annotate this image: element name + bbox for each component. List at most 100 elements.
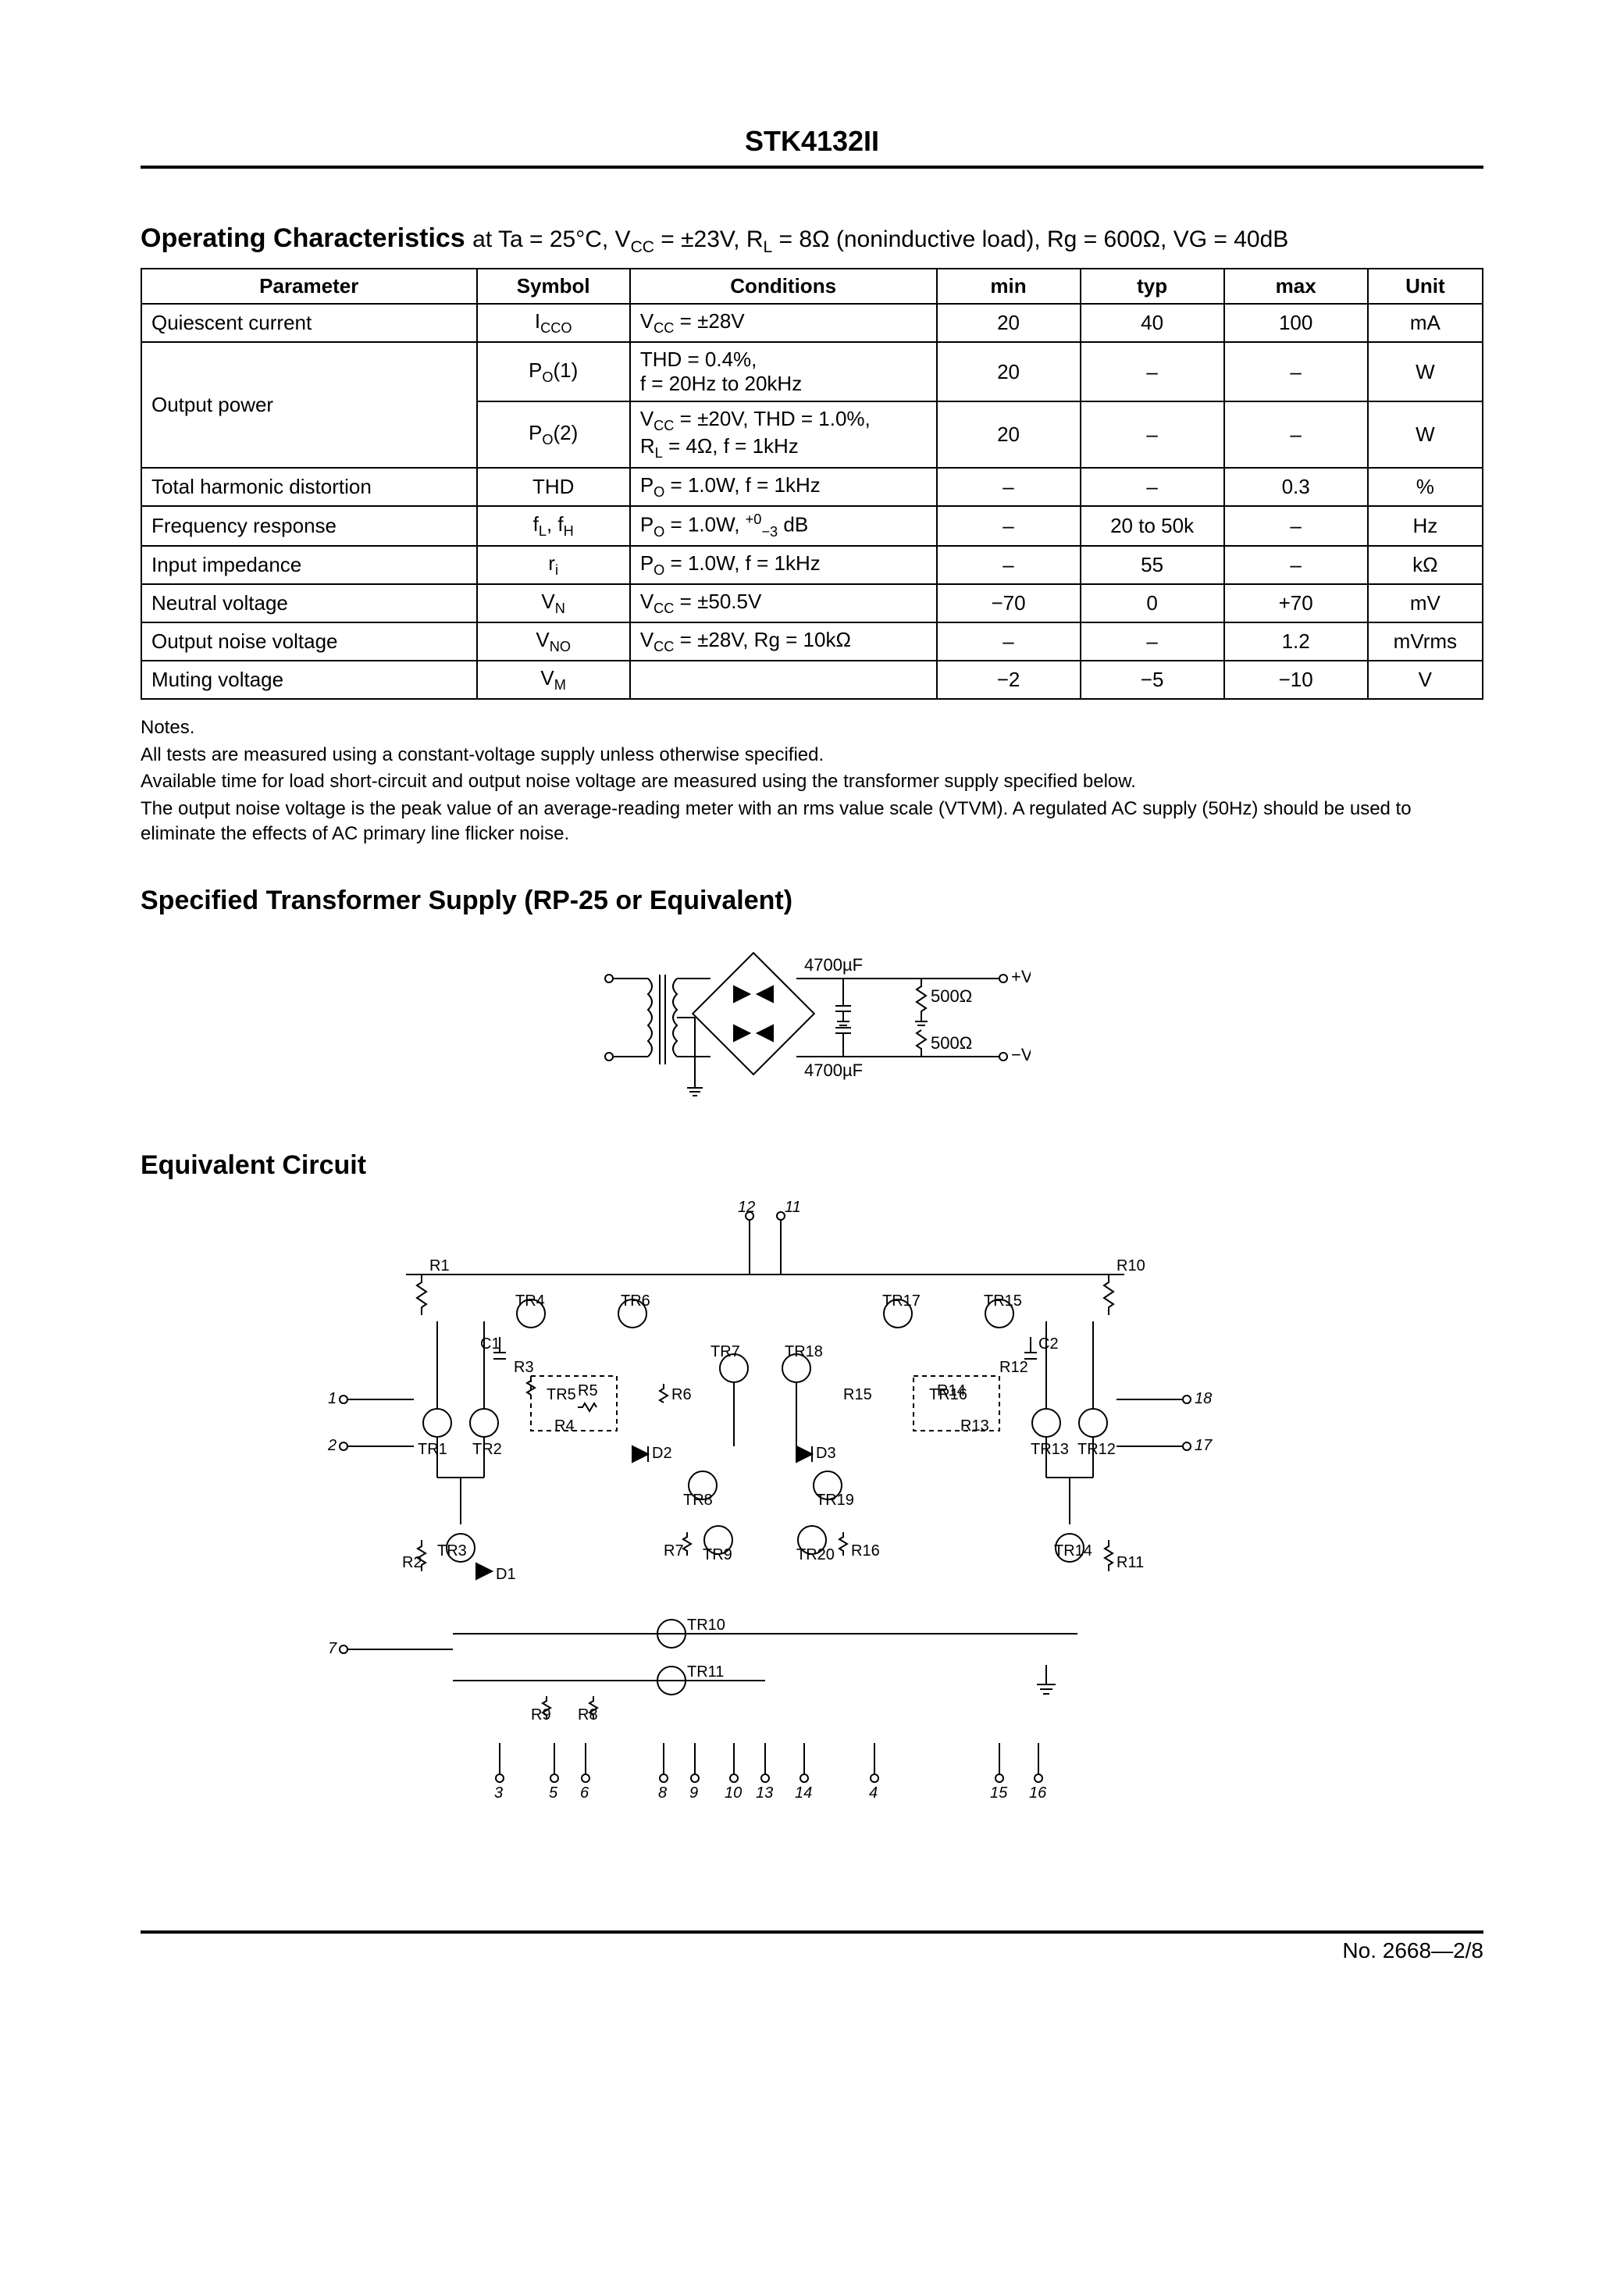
col-max: max	[1224, 269, 1368, 304]
cell-parameter: Total harmonic distortion	[141, 468, 477, 506]
comp-label: TR14	[1054, 1542, 1092, 1560]
pin-label: 12	[738, 1199, 755, 1216]
cell-parameter: Quiescent current	[141, 304, 477, 342]
header-rule	[141, 166, 1483, 169]
cell-conditions: VCC = ±28V, Rg = 10kΩ	[630, 622, 937, 661]
table-row: Output noise voltage VNO VCC = ±28V, Rg …	[141, 622, 1483, 661]
comp-label: R16	[851, 1542, 880, 1560]
cell-unit: W	[1368, 401, 1483, 467]
comp-label: R1	[429, 1257, 450, 1274]
section-transformer-title: Specified Transformer Supply (RP-25 or E…	[141, 886, 1483, 916]
cell-unit: kΩ	[1368, 546, 1483, 584]
cell-symbol: VN	[477, 584, 630, 622]
table-row: Total harmonic distortion THD PO = 1.0W,…	[141, 468, 1483, 506]
comp-label: TR5	[547, 1386, 576, 1403]
pin-label: 2	[327, 1437, 337, 1454]
col-min: min	[937, 269, 1081, 304]
cell-min: −2	[937, 661, 1081, 699]
table-row: Frequency response fL, fH PO = 1.0W, +0−…	[141, 506, 1483, 546]
section-equivalent-circuit-title: Equivalent Circuit	[141, 1150, 1483, 1181]
comp-label: C1	[480, 1335, 500, 1353]
cell-max: 0.3	[1224, 468, 1368, 506]
pin-label: 4	[869, 1784, 878, 1802]
pin-label: 5	[549, 1784, 558, 1802]
section-operating-characteristics-title: Operating Characteristics at Ta = 25°C, …	[141, 223, 1483, 257]
cell-unit: V	[1368, 661, 1483, 699]
cell-conditions: VCC = ±28V	[630, 304, 937, 342]
pin-label: 8	[658, 1784, 667, 1802]
comp-label: R3	[514, 1359, 534, 1376]
pin-label: 14	[795, 1784, 812, 1802]
comp-label: TR4	[515, 1292, 545, 1310]
col-parameter: Parameter	[141, 269, 477, 304]
cell-parameter: Output noise voltage	[141, 622, 477, 661]
cell-symbol: ri	[477, 546, 630, 584]
equivalent-circuit-diagram: 12 11 1 2 7 18 17 3 5 6 8 9 10 13 14 4 1…	[297, 1196, 1234, 1837]
comp-label: TR15	[984, 1292, 1022, 1310]
cell-conditions: PO = 1.0W, f = 1kHz	[630, 468, 937, 506]
table-row: Quiescent current ICCO VCC = ±28V 20 40 …	[141, 304, 1483, 342]
cell-symbol: VM	[477, 661, 630, 699]
cell-conditions: PO = 1.0W, +0−3 dB	[630, 506, 937, 546]
comp-label: C2	[1038, 1335, 1059, 1353]
datasheet-page: STK4132II Operating Characteristics at T…	[0, 0, 1624, 2278]
cell-typ: –	[1081, 401, 1224, 467]
cell-max: –	[1224, 401, 1368, 467]
comp-label: R6	[671, 1386, 692, 1403]
cell-symbol: fL, fH	[477, 506, 630, 546]
cell-unit: mVrms	[1368, 622, 1483, 661]
cell-parameter: Muting voltage	[141, 661, 477, 699]
comp-label: R5	[578, 1382, 598, 1399]
pin-label: 1	[328, 1390, 337, 1407]
cell-parameter: Neutral voltage	[141, 584, 477, 622]
pin-label: 10	[725, 1784, 742, 1802]
table-header-row: Parameter Symbol Conditions min typ max …	[141, 269, 1483, 304]
cell-min: –	[937, 546, 1081, 584]
cell-min: 20	[937, 342, 1081, 401]
pin-label: 11	[785, 1199, 801, 1216]
cell-symbol: PO(1)	[477, 342, 630, 401]
cell-max: +70	[1224, 584, 1368, 622]
pin-label: 17	[1195, 1437, 1213, 1454]
cell-max: –	[1224, 342, 1368, 401]
cell-unit: mV	[1368, 584, 1483, 622]
cell-unit: %	[1368, 468, 1483, 506]
comp-label: R4	[554, 1417, 575, 1435]
footer-page-ref: No. 2668—2/8	[141, 1938, 1483, 1963]
cell-min: 20	[937, 401, 1081, 467]
notes-block: Notes. All tests are measured using a co…	[141, 715, 1483, 847]
col-typ: typ	[1081, 269, 1224, 304]
comp-label: TR17	[882, 1292, 921, 1310]
cell-parameter: Frequency response	[141, 506, 477, 546]
label-r-top: 500Ω	[931, 986, 972, 1006]
cell-min: −70	[937, 584, 1081, 622]
cell-unit: mA	[1368, 304, 1483, 342]
pin-label: 7	[328, 1640, 337, 1657]
cell-conditions: VCC = ±20V, THD = 1.0%,RL = 4Ω, f = 1kHz	[630, 401, 937, 467]
comp-label: TR19	[816, 1492, 854, 1509]
comp-label: D2	[652, 1445, 672, 1462]
cell-conditions	[630, 661, 937, 699]
col-unit: Unit	[1368, 269, 1483, 304]
comp-label: R10	[1116, 1257, 1145, 1274]
footer-rule	[141, 1930, 1483, 1934]
cell-parameter: Input impedance	[141, 546, 477, 584]
cell-parameter: Output power	[141, 342, 477, 467]
notes-line: The output noise voltage is the peak val…	[141, 797, 1483, 847]
cell-min: –	[937, 622, 1081, 661]
comp-label: TR20	[796, 1546, 835, 1563]
label-cap-top: 4700µF	[804, 955, 863, 975]
comp-label: R8	[578, 1706, 598, 1724]
notes-line: Available time for load short-circuit an…	[141, 769, 1483, 794]
label-r-bot: 500Ω	[931, 1033, 972, 1053]
table-row: Input impedance ri PO = 1.0W, f = 1kHz –…	[141, 546, 1483, 584]
table-row: Output power PO(1) THD = 0.4%,f = 20Hz t…	[141, 342, 1483, 401]
pin-label: 18	[1195, 1390, 1212, 1407]
cell-typ: –	[1081, 622, 1224, 661]
cell-max: 100	[1224, 304, 1368, 342]
table-row: Muting voltage VM −2 −5 −10 V	[141, 661, 1483, 699]
comp-label: TR18	[785, 1343, 823, 1360]
cell-typ: 40	[1081, 304, 1224, 342]
comp-label: R7	[664, 1542, 684, 1560]
notes-title: Notes.	[141, 715, 1483, 740]
